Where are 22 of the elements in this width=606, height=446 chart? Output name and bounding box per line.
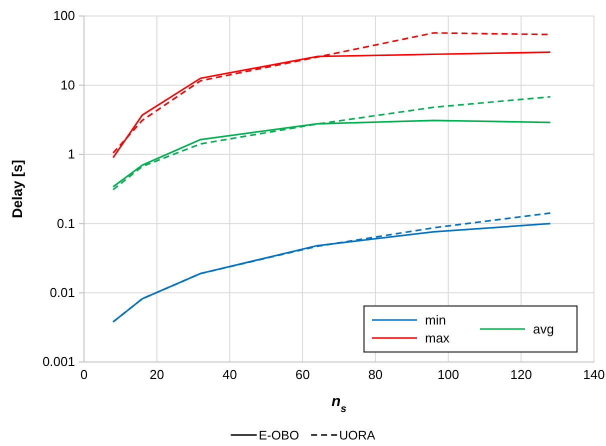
x-tick-label: 40 — [222, 367, 237, 382]
y-tick-label: 0.1 — [56, 216, 75, 231]
line-series — [112, 96, 552, 190]
x-tick-label: 100 — [437, 367, 460, 382]
x-tick-label: 0 — [80, 367, 88, 382]
y-tick-label: 1 — [68, 146, 75, 162]
y-tick-label: 0.001 — [42, 354, 75, 370]
x-tick-label: 140 — [583, 367, 605, 382]
y-axis-title: Delay [s] — [9, 160, 25, 218]
x-tick-label: 20 — [150, 367, 164, 382]
legend-label: max — [425, 330, 450, 346]
y-tick-label: 100 — [53, 8, 75, 24]
y-tick-label: 10 — [60, 77, 75, 92]
legend-label: min — [425, 312, 446, 328]
x-tick-label: 80 — [368, 367, 383, 382]
y-tick-label: 0.01 — [50, 284, 75, 300]
text: UORA — [339, 428, 376, 442]
legend-label: avg — [533, 322, 554, 336]
text: E-OBO — [258, 428, 300, 442]
x-tick-label: 120 — [510, 367, 532, 382]
x-axis-title: n$_{s}$ — [331, 393, 347, 415]
x-tick-label: 60 — [295, 367, 310, 382]
